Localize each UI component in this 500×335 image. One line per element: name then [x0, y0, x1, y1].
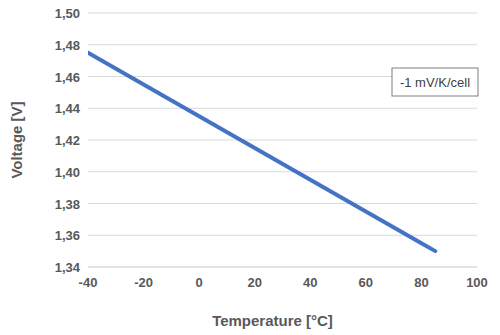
x-tick-label: -40 — [79, 275, 98, 290]
x-tick-label: 60 — [359, 275, 373, 290]
x-axis-line — [88, 267, 477, 268]
grid-line — [88, 13, 477, 14]
annotation: -1 mV/K/cell — [400, 75, 470, 90]
grid-line — [88, 203, 477, 204]
y-tick-label: 1,38 — [55, 197, 80, 212]
y-tick-label: 1,42 — [55, 133, 80, 148]
y-tick-label: 1,48 — [55, 38, 80, 53]
data-line — [88, 53, 435, 251]
grid-line — [88, 44, 477, 45]
x-tick-label: 40 — [303, 275, 317, 290]
x-tick-label: 100 — [466, 275, 488, 290]
y-tick-label: 1,40 — [55, 165, 80, 180]
grid-line — [88, 140, 477, 141]
grid-line — [88, 267, 477, 268]
x-tick-label: 20 — [247, 275, 261, 290]
y-tick-label: 1,44 — [55, 101, 81, 116]
y-axis-label: Voltage [V] — [8, 101, 25, 178]
annotation-box — [392, 68, 478, 96]
chart: 1,34 1,36 1,38 1,40 1,42 1,44 1,46 1,48 1,50 -40 -… — [0, 0, 500, 335]
y-tick-label: 1,34 — [55, 260, 81, 275]
grid-line — [88, 171, 477, 172]
x-tick-label: -20 — [134, 275, 153, 290]
y-tick-label: 1,50 — [55, 6, 80, 21]
plot-area — [88, 53, 435, 251]
grid-line — [88, 235, 477, 236]
y-tick-label: 1,46 — [55, 70, 80, 85]
x-axis-label: Temperature [°C] — [212, 312, 333, 329]
x-tick-label: 0 — [196, 275, 203, 290]
grid-line — [88, 108, 477, 109]
y-tick-label: 1,36 — [55, 228, 80, 243]
x-tick-label: 80 — [414, 275, 428, 290]
